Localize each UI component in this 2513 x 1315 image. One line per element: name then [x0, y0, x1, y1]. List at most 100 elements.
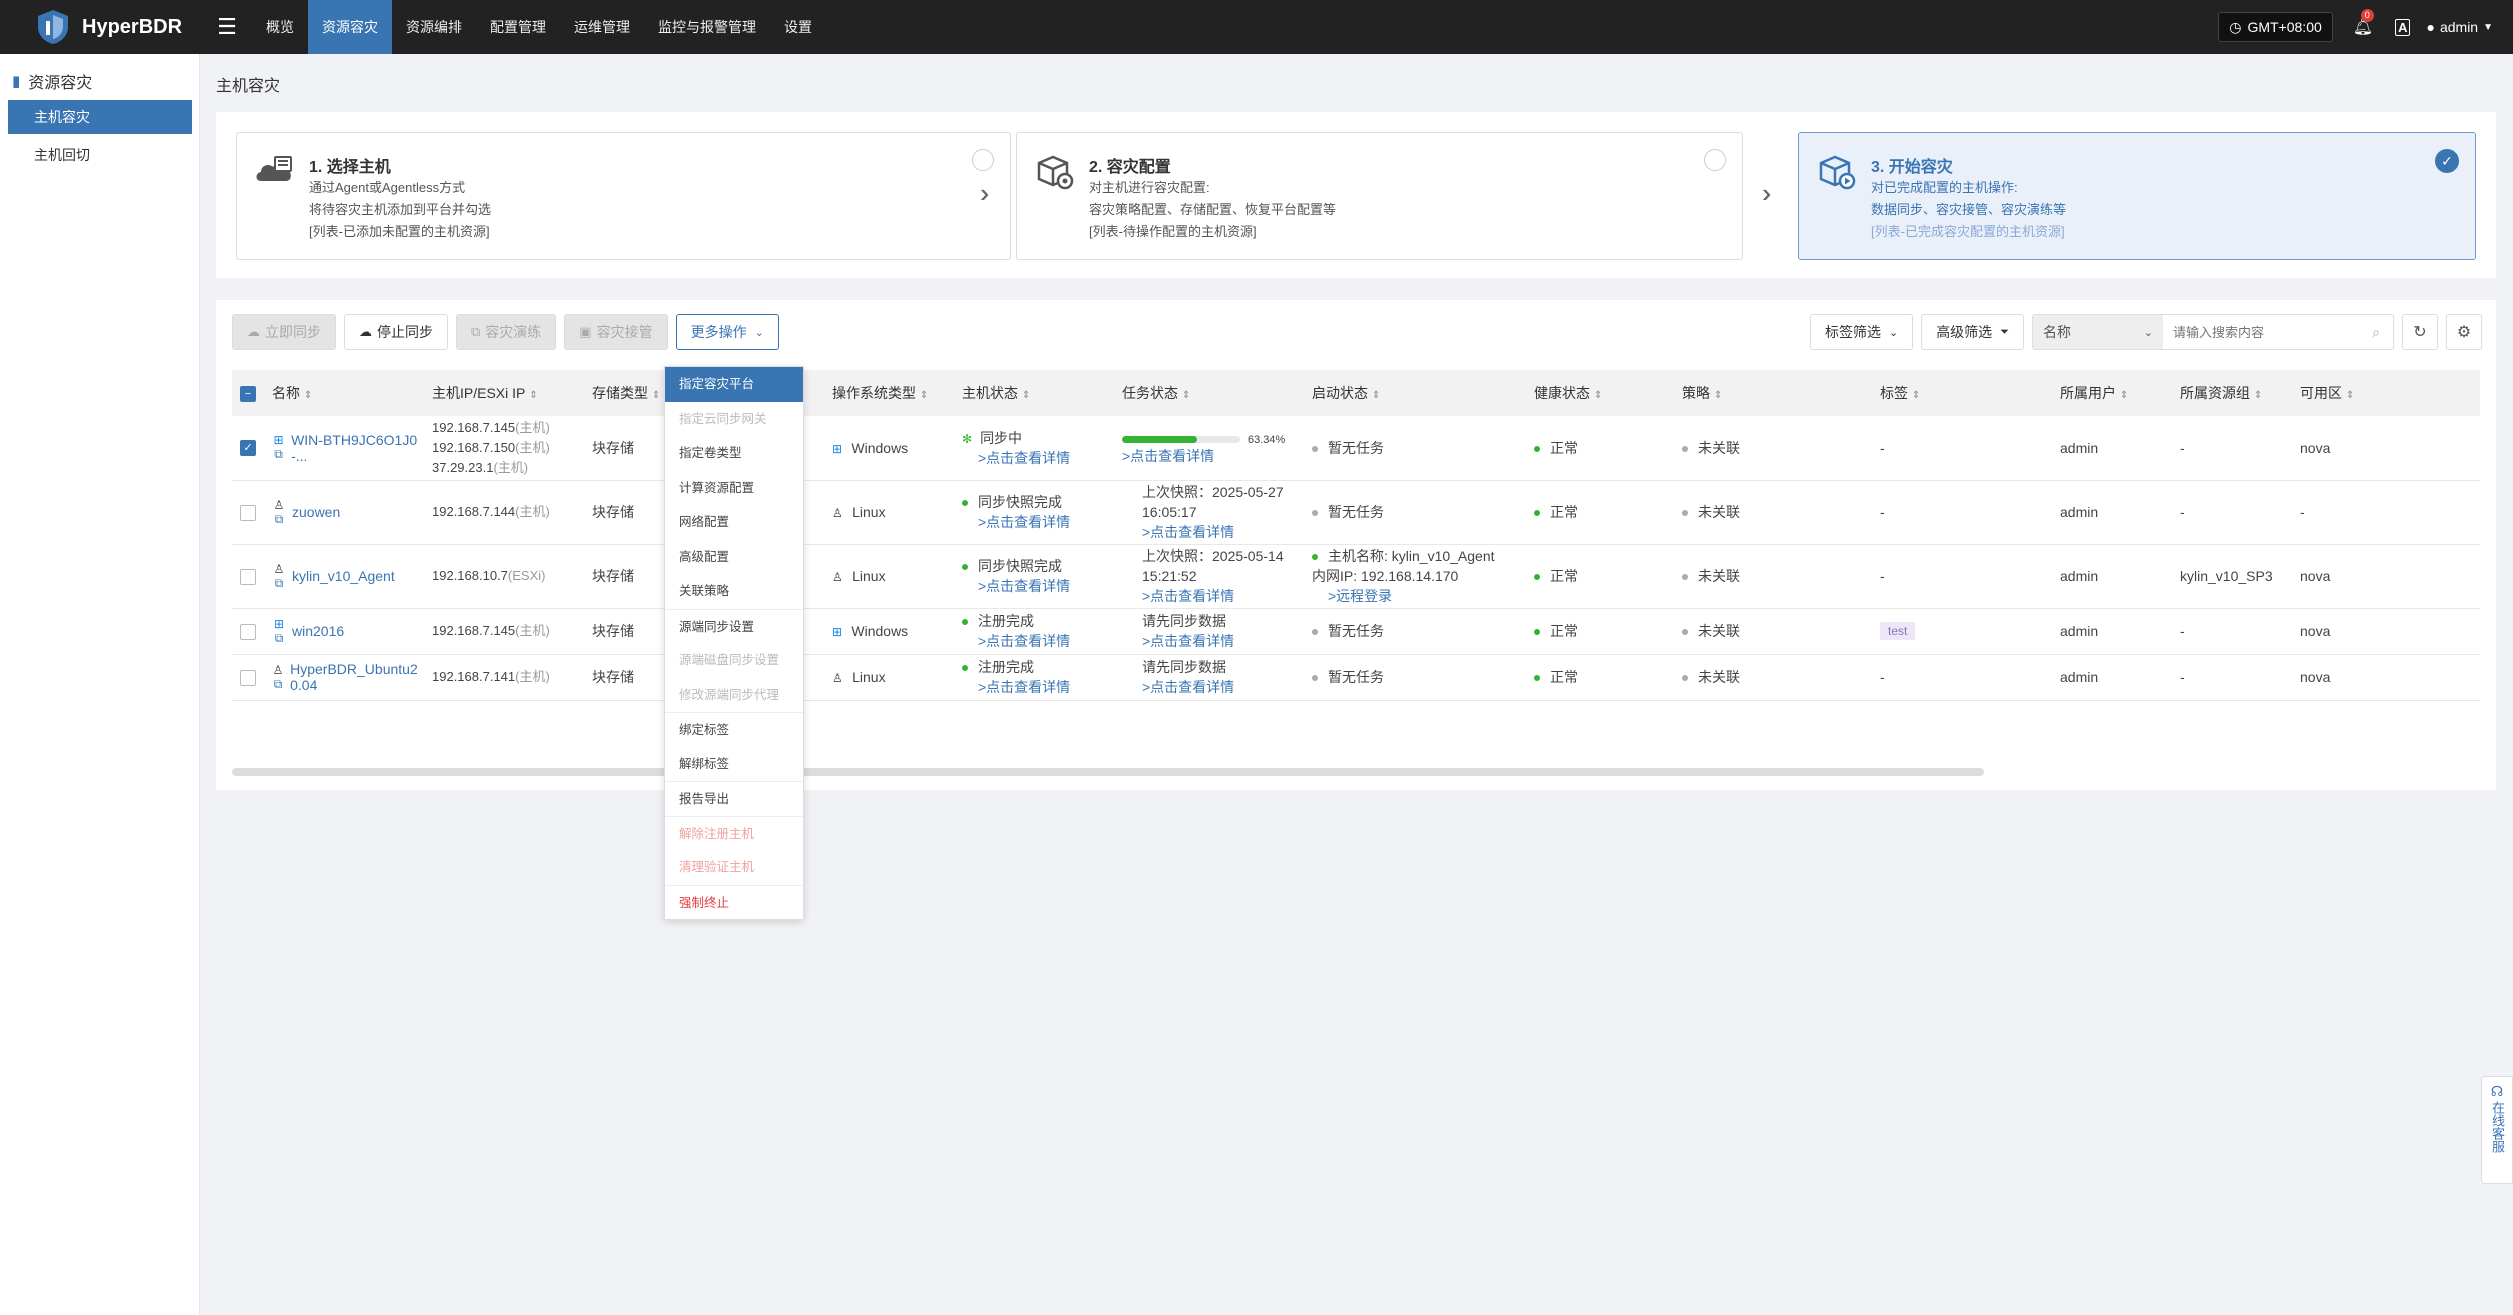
notification-bell-icon[interactable]: 🔔︎ 0 — [2352, 9, 2374, 36]
column-header[interactable]: 主机IP/ESXi IP ⇕ — [424, 370, 584, 416]
step-radio[interactable] — [972, 149, 994, 171]
sort-icon[interactable]: ⇕ — [1372, 390, 1381, 401]
sort-icon[interactable]: ⇕ — [1022, 390, 1031, 401]
row-checkbox[interactable] — [240, 504, 256, 521]
select-all-checkbox[interactable]: − — [240, 385, 256, 402]
advanced-filter-button[interactable]: 高级筛选 ⏷ — [1921, 314, 2024, 350]
column-header[interactable]: 名称 ⇕ — [264, 370, 424, 416]
sort-icon[interactable]: ⇕ — [2254, 390, 2263, 401]
menu-item[interactable]: 指定卷类型 — [679, 446, 742, 460]
menu-item[interactable]: 清理验证主机 — [679, 860, 755, 874]
nav-item[interactable]: 监控与报警管理 — [658, 19, 756, 35]
dr-drill-button[interactable]: ⧉ 容灾演练 — [456, 314, 557, 350]
sidebar-item[interactable]: 主机容灾 — [8, 100, 192, 134]
menu-item[interactable]: 绑定标签 — [665, 712, 803, 747]
sort-icon[interactable]: ⇕ — [304, 390, 313, 401]
step-radio[interactable] — [1704, 149, 1726, 171]
table-row[interactable]: ⊞ ⧉ win2016 192.168.7.145(主机) 块存储 ⊞ Windows 注册… — [232, 608, 2480, 655]
column-header[interactable]: 操作系统类型 ⇕ — [824, 370, 954, 416]
column-header[interactable]: 可用区 ⇕ — [2292, 370, 2480, 416]
menu-item[interactable]: 强制终止 — [665, 884, 803, 920]
column-header[interactable]: 所属资源组 ⇕ — [2172, 370, 2292, 416]
row-checkbox[interactable] — [240, 669, 256, 686]
menu-toggle-icon[interactable]: ☰ — [217, 14, 237, 39]
timezone-display[interactable]: ◷ GMT+08:00 — [2218, 12, 2333, 42]
sort-icon[interactable]: ⇕ — [652, 390, 661, 401]
table-row[interactable]: ♙ ⧉ zuowen 192.168.7.144(主机) 块存储 ♙ Linux 同步快照完… — [232, 480, 2480, 545]
view-details-link[interactable]: >点击查看详情 — [978, 578, 1071, 594]
row-checkbox[interactable] — [240, 568, 256, 585]
sort-icon[interactable]: ⇕ — [1912, 390, 1921, 401]
view-details-link[interactable]: >点击查看详情 — [978, 633, 1071, 649]
sort-icon[interactable]: ⇕ — [529, 390, 538, 401]
column-header[interactable]: 标签 ⇕ — [1872, 370, 2052, 416]
sidebar-item[interactable]: 主机回切 — [34, 147, 90, 163]
column-header[interactable]: 任务状态 ⇕ — [1114, 370, 1304, 416]
row-checkbox[interactable]: ✓ — [240, 440, 256, 457]
host-name-link[interactable]: WIN-BTH9JC6O1J0-... — [291, 431, 418, 464]
host-name-link[interactable]: HyperBDR_Ubuntu20.04 — [290, 661, 418, 693]
table-row[interactable]: ✓ ⊞ ⧉ WIN-BTH9JC6O1J0-... 192.168.7.145(主机) 1… — [232, 416, 2480, 481]
sort-icon[interactable]: ⇕ — [920, 390, 929, 401]
row-checkbox[interactable] — [240, 623, 256, 640]
nav-item[interactable]: 资源编排 — [406, 19, 462, 35]
user-menu[interactable]: ● admin ▼ — [2426, 19, 2493, 35]
nav-item[interactable]: 资源容灾 — [308, 0, 392, 54]
view-details-link[interactable]: >点击查看详情 — [1142, 633, 1235, 649]
online-service-widget[interactable]: ☊ 在线客服 — [2481, 1076, 2513, 1184]
view-details-link[interactable]: >点击查看详情 — [1142, 588, 1235, 604]
column-header[interactable]: 启动状态 ⇕ — [1304, 370, 1526, 416]
table-row[interactable]: ♙ ⧉ kylin_v10_Agent 192.168.10.7(ESXi) 块存储 ♙ … — [232, 544, 2480, 609]
stop-sync-button[interactable]: ☁ 停止同步 — [344, 314, 448, 350]
remote-login-link[interactable]: >远程登录 — [1328, 588, 1393, 604]
search-icon[interactable]: ⌕ — [2372, 323, 2380, 340]
nav-item[interactable]: 概览 — [266, 19, 294, 35]
view-details-link[interactable]: >点击查看详情 — [1142, 679, 1235, 695]
menu-item[interactable]: 高级配置 — [679, 549, 730, 564]
column-header[interactable]: 所属用户 ⇕ — [2052, 370, 2172, 416]
menu-item[interactable]: 解绑标签 — [679, 756, 730, 771]
sort-icon[interactable]: ⇕ — [2346, 390, 2355, 401]
column-header[interactable]: 策略 ⇕ — [1674, 370, 1872, 416]
sort-icon[interactable]: ⇕ — [1182, 390, 1191, 401]
menu-item[interactable]: 指定容灾平台 — [665, 367, 803, 402]
nav-item[interactable]: 运维管理 — [574, 19, 630, 35]
search-field-select[interactable]: 名称 ⌄ — [2033, 315, 2163, 349]
host-name-link[interactable]: kylin_v10_Agent — [292, 568, 395, 584]
menu-item[interactable]: 计算资源配置 — [679, 480, 755, 495]
sync-now-button[interactable]: ☁ 立即同步 — [232, 314, 336, 350]
step-dr-config[interactable]: 2. 容灾配置 对主机进行容灾配置: 容灾策略配置、存储配置、恢复平台配置等 [… — [1016, 132, 1743, 260]
horizontal-scrollbar[interactable] — [232, 768, 1984, 776]
check-circle-icon[interactable]: ✓ — [2435, 149, 2459, 173]
menu-item[interactable]: 源端同步设置 — [665, 608, 803, 644]
host-name-link[interactable]: zuowen — [292, 504, 341, 520]
menu-item[interactable]: 解除注册主机 — [665, 815, 803, 851]
tag-filter-button[interactable]: 标签筛选 ⌄ — [1809, 314, 1914, 350]
more-actions-button[interactable]: 更多操作 ⌄ — [675, 314, 779, 350]
nav-item[interactable]: 配置管理 — [490, 19, 546, 35]
language-switch-icon[interactable]: A — [2395, 18, 2411, 36]
sort-icon[interactable]: ⇕ — [1594, 390, 1603, 401]
view-details-link[interactable]: >点击查看详情 — [978, 514, 1071, 530]
dr-takeover-button[interactable]: ▣ 容灾接管 — [564, 314, 668, 350]
step-start-dr[interactable]: 3. 开始容灾 对已完成配置的主机操作: 数据同步、容灾接管、容灾演练等 [列表… — [1798, 132, 2476, 260]
sort-icon[interactable]: ⇕ — [1714, 390, 1723, 401]
logo[interactable]: HyperBDR — [0, 0, 200, 54]
view-details-link[interactable]: >点击查看详情 — [1122, 447, 1215, 464]
column-header[interactable]: 健康状态 ⇕ — [1526, 370, 1674, 416]
gear-icon[interactable]: ⚙ — [2446, 314, 2482, 350]
column-header[interactable]: 存储类型 ⇕ — [584, 370, 660, 416]
view-details-link[interactable]: >点击查看详情 — [978, 449, 1071, 466]
menu-item[interactable]: 网络配置 — [679, 515, 730, 529]
view-details-link[interactable]: >点击查看详情 — [978, 679, 1071, 695]
menu-item[interactable]: 报告导出 — [665, 781, 803, 816]
step-select-host[interactable]: 1. 选择主机 通过Agent或Agentless方式 将待容灾主机添加到平台并… — [236, 132, 1011, 260]
table-row[interactable]: ♙ ⧉ HyperBDR_Ubuntu20.04 192.168.7.141(主机) 块… — [232, 654, 2480, 701]
nav-item[interactable]: 设置 — [784, 19, 812, 35]
view-details-link[interactable]: >点击查看详情 — [1142, 524, 1235, 540]
sort-icon[interactable]: ⇕ — [2120, 390, 2129, 401]
menu-item[interactable]: 关联策略 — [679, 584, 730, 598]
refresh-icon[interactable]: ↻ — [2402, 314, 2438, 350]
search-input[interactable] — [2163, 315, 2359, 349]
column-header[interactable]: 主机状态 ⇕ — [954, 370, 1114, 416]
